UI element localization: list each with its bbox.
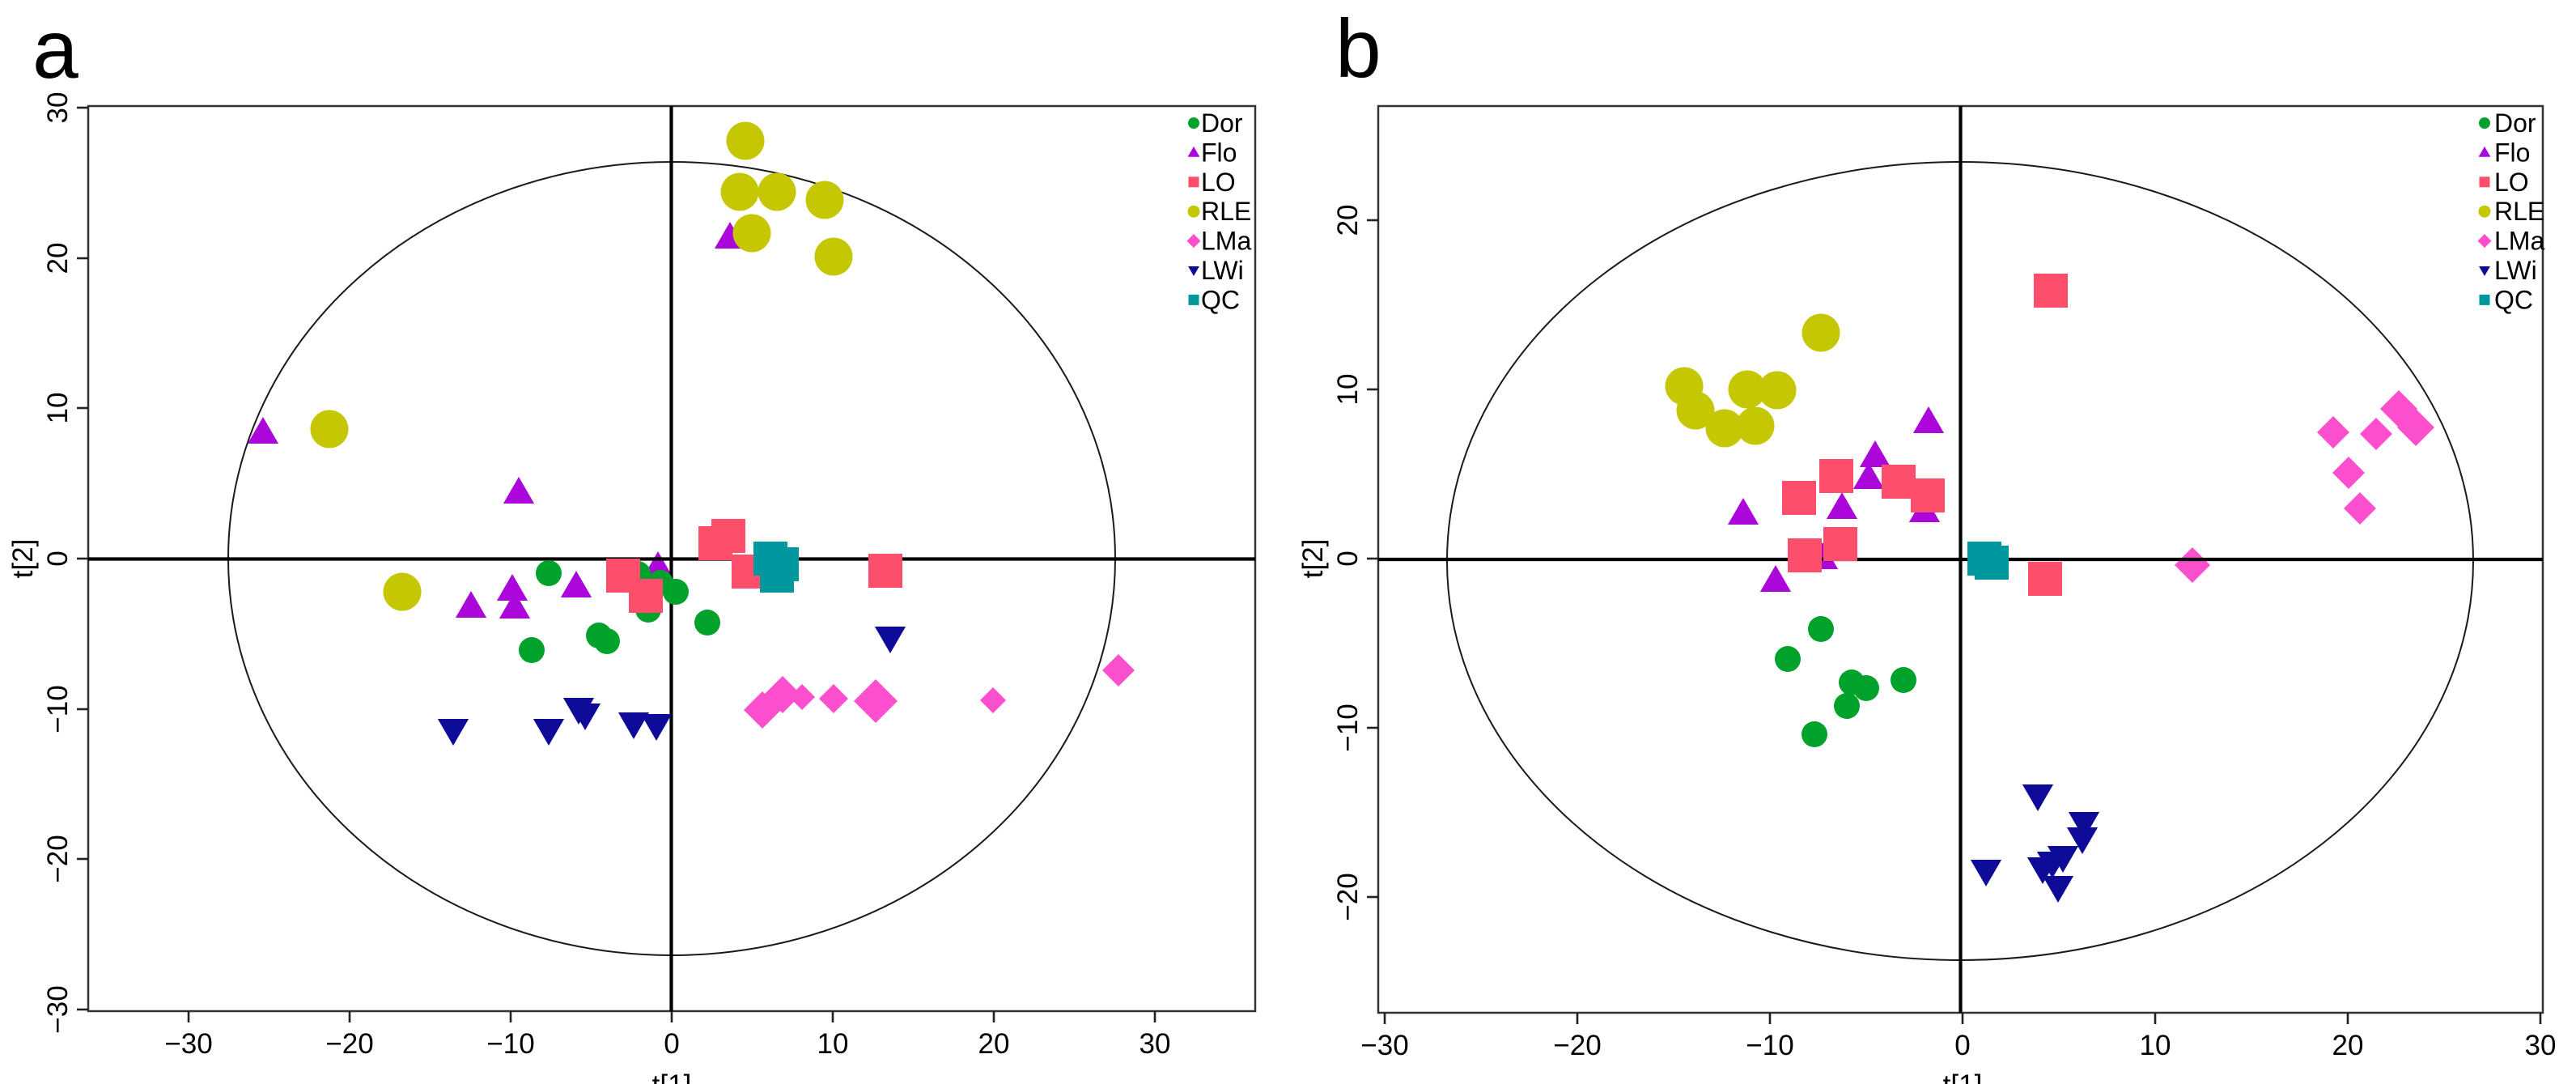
svg-text:−20: −20 xyxy=(1553,1030,1601,1061)
svg-text:−30: −30 xyxy=(164,1028,212,1060)
svg-text:−30: −30 xyxy=(1360,1030,1408,1061)
svg-text:t[1]: t[1] xyxy=(652,1069,692,1084)
svg-text:LWi: LWi xyxy=(1201,256,1244,285)
svg-text:−10: −10 xyxy=(1746,1030,1793,1061)
svg-text:10: 10 xyxy=(1332,374,1364,406)
svg-text:0: 0 xyxy=(664,1028,679,1060)
svg-text:b: b xyxy=(1335,2,1381,95)
svg-text:LWi: LWi xyxy=(2494,256,2537,285)
svg-text:QC: QC xyxy=(2494,285,2533,314)
svg-text:−10: −10 xyxy=(42,685,74,733)
svg-text:0: 0 xyxy=(1332,551,1364,566)
svg-text:Flo: Flo xyxy=(1201,138,1237,167)
svg-text:20: 20 xyxy=(1332,205,1364,236)
svg-text:30: 30 xyxy=(1139,1028,1171,1060)
svg-text:−10: −10 xyxy=(486,1028,534,1060)
svg-text:LO: LO xyxy=(1201,168,1236,197)
svg-text:−10: −10 xyxy=(1332,704,1364,751)
svg-text:t[1]: t[1] xyxy=(1943,1069,1983,1084)
svg-text:10: 10 xyxy=(817,1028,849,1060)
svg-text:RLE: RLE xyxy=(1201,197,1251,226)
svg-text:a: a xyxy=(32,3,79,96)
svg-text:10: 10 xyxy=(42,393,74,424)
svg-text:t[2]: t[2] xyxy=(7,539,39,579)
svg-text:30: 30 xyxy=(2525,1030,2557,1061)
svg-text:LMa: LMa xyxy=(2494,227,2544,256)
svg-text:LMa: LMa xyxy=(1201,227,1251,256)
svg-text:20: 20 xyxy=(42,243,74,274)
svg-text:QC: QC xyxy=(1201,285,1240,314)
svg-text:20: 20 xyxy=(978,1028,1010,1060)
svg-text:−30: −30 xyxy=(42,985,74,1033)
svg-text:−20: −20 xyxy=(1332,873,1364,920)
svg-text:Dor: Dor xyxy=(1201,108,1243,138)
svg-text:0: 0 xyxy=(1954,1030,1970,1061)
svg-text:30: 30 xyxy=(42,92,74,124)
svg-text:−20: −20 xyxy=(42,835,74,882)
svg-text:20: 20 xyxy=(2332,1030,2364,1061)
svg-text:RLE: RLE xyxy=(2494,197,2544,226)
svg-text:0: 0 xyxy=(42,551,74,566)
svg-text:−20: −20 xyxy=(325,1028,373,1060)
svg-text:LO: LO xyxy=(2494,168,2529,197)
svg-text:t[2]: t[2] xyxy=(1297,539,1329,579)
svg-text:10: 10 xyxy=(2140,1030,2171,1061)
svg-text:Dor: Dor xyxy=(2494,108,2536,138)
svg-text:Flo: Flo xyxy=(2494,138,2530,167)
